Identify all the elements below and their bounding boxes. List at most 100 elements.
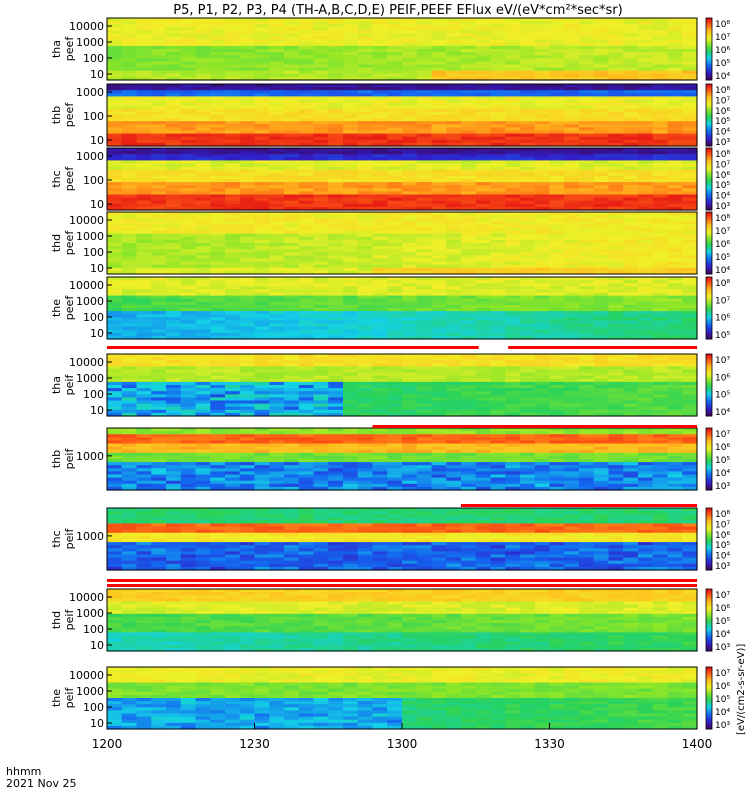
- heatmap-cell: [534, 160, 551, 165]
- heatmap-cell: [652, 160, 669, 165]
- heatmap-cell: [667, 326, 683, 331]
- heatmap-cell: [475, 357, 492, 361]
- heatmap-cell: [667, 163, 683, 168]
- heatmap-cell: [387, 391, 403, 395]
- heatmap-cell: [225, 233, 241, 238]
- heatmap-cell: [623, 264, 639, 269]
- heatmap-cell: [638, 175, 654, 180]
- heatmap-cell: [431, 243, 447, 247]
- heatmap-cell: [549, 233, 565, 238]
- heatmap-cell: [239, 335, 256, 340]
- heatmap-cell: [593, 239, 610, 244]
- heatmap-cell: [638, 87, 654, 91]
- heatmap-cell: [534, 200, 551, 205]
- heatmap-cell: [490, 378, 506, 383]
- heatmap-cell: [564, 96, 580, 101]
- heatmap-cell: [579, 182, 595, 186]
- heatmap-cell: [239, 308, 256, 312]
- heatmap-cell: [431, 283, 447, 287]
- heatmap-cell: [490, 308, 506, 312]
- heatmap-cell: [269, 400, 285, 405]
- heatmap-cell: [210, 267, 226, 272]
- heatmap-cell: [269, 18, 285, 22]
- heatmap-cell: [593, 221, 610, 225]
- heatmap-cell: [431, 36, 447, 41]
- heatmap-cell: [239, 42, 256, 47]
- heatmap-cell: [195, 133, 211, 138]
- heatmap-cell: [579, 233, 595, 238]
- heatmap-cell: [284, 227, 300, 232]
- heatmap-cell: [210, 236, 226, 241]
- heatmap-cell: [239, 314, 256, 318]
- heatmap-cell: [652, 292, 669, 297]
- heatmap-cell: [136, 329, 152, 334]
- heatmap-cell: [608, 332, 624, 337]
- heatmap-cell: [225, 67, 241, 72]
- heatmap-cell: [313, 249, 329, 253]
- heatmap-cell: [431, 258, 447, 263]
- heatmap-cell: [166, 363, 182, 367]
- heatmap-cell: [446, 99, 462, 104]
- heatmap-cell: [357, 111, 374, 116]
- heatmap-cell: [239, 264, 256, 269]
- heatmap-cell: [343, 70, 359, 75]
- heatmap-cell: [475, 394, 492, 398]
- heatmap-cell: [180, 267, 197, 272]
- heatmap-cell: [121, 378, 138, 383]
- heatmap-cell: [431, 335, 447, 340]
- heatmap-cell: [107, 39, 123, 44]
- heatmap-cell: [239, 289, 256, 294]
- heatmap-cell: [593, 185, 610, 189]
- heatmap-cell: [239, 258, 256, 263]
- heatmap-cell: [107, 311, 123, 315]
- heatmap-cell: [402, 230, 418, 235]
- heatmap-cell: [107, 233, 123, 238]
- heatmap-cell: [372, 224, 388, 229]
- heatmap-cell: [520, 236, 536, 241]
- heatmap-cell: [166, 388, 182, 392]
- colorbar-cell: [706, 230, 712, 234]
- heatmap-cell: [254, 301, 270, 306]
- heatmap-cell: [372, 304, 388, 309]
- heatmap-cell: [446, 286, 462, 290]
- heatmap-cell: [210, 24, 226, 28]
- heatmap-cell: [313, 172, 329, 177]
- heatmap-cell: [638, 372, 654, 377]
- colorbar-cell: [706, 100, 712, 104]
- heatmap-cell: [416, 105, 433, 110]
- heatmap-cell: [682, 191, 698, 196]
- heatmap-cell: [372, 133, 388, 138]
- heatmap-cell: [446, 142, 462, 147]
- heatmap-cell: [608, 49, 624, 53]
- heatmap-cell: [328, 258, 344, 263]
- heatmap-cell: [402, 369, 418, 374]
- heatmap-cell: [667, 61, 683, 66]
- heatmap-cell: [431, 90, 447, 94]
- heatmap-cell: [667, 151, 683, 155]
- heatmap-cell: [652, 366, 669, 371]
- heatmap-cell: [225, 182, 241, 186]
- heatmap-cell: [534, 136, 551, 141]
- heatmap-cell: [195, 67, 211, 72]
- heatmap-cell: [284, 261, 300, 266]
- colorbar-cell: [706, 285, 712, 288]
- heatmap-cell: [195, 163, 211, 168]
- heatmap-cell: [298, 283, 315, 287]
- heatmap-cell: [121, 283, 138, 287]
- heatmap-cell: [402, 49, 418, 53]
- heatmap-cell: [490, 45, 506, 50]
- heatmap-cell: [505, 267, 521, 272]
- heatmap-cell: [549, 179, 565, 183]
- heatmap-cell: [166, 160, 182, 165]
- heatmap-cell: [446, 52, 462, 56]
- heatmap-cell: [682, 329, 698, 334]
- heatmap-cell: [210, 172, 226, 177]
- heatmap-cell: [180, 233, 197, 238]
- heatmap-cell: [549, 115, 565, 119]
- heatmap-cell: [195, 93, 211, 97]
- heatmap-cell: [652, 298, 669, 303]
- heatmap-cell: [121, 385, 138, 389]
- heatmap-cell: [372, 203, 388, 208]
- heatmap-cell: [225, 295, 241, 300]
